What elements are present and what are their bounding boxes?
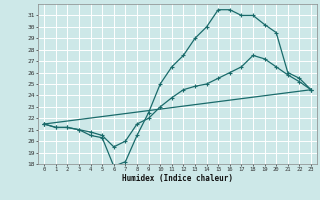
X-axis label: Humidex (Indice chaleur): Humidex (Indice chaleur): [122, 174, 233, 183]
